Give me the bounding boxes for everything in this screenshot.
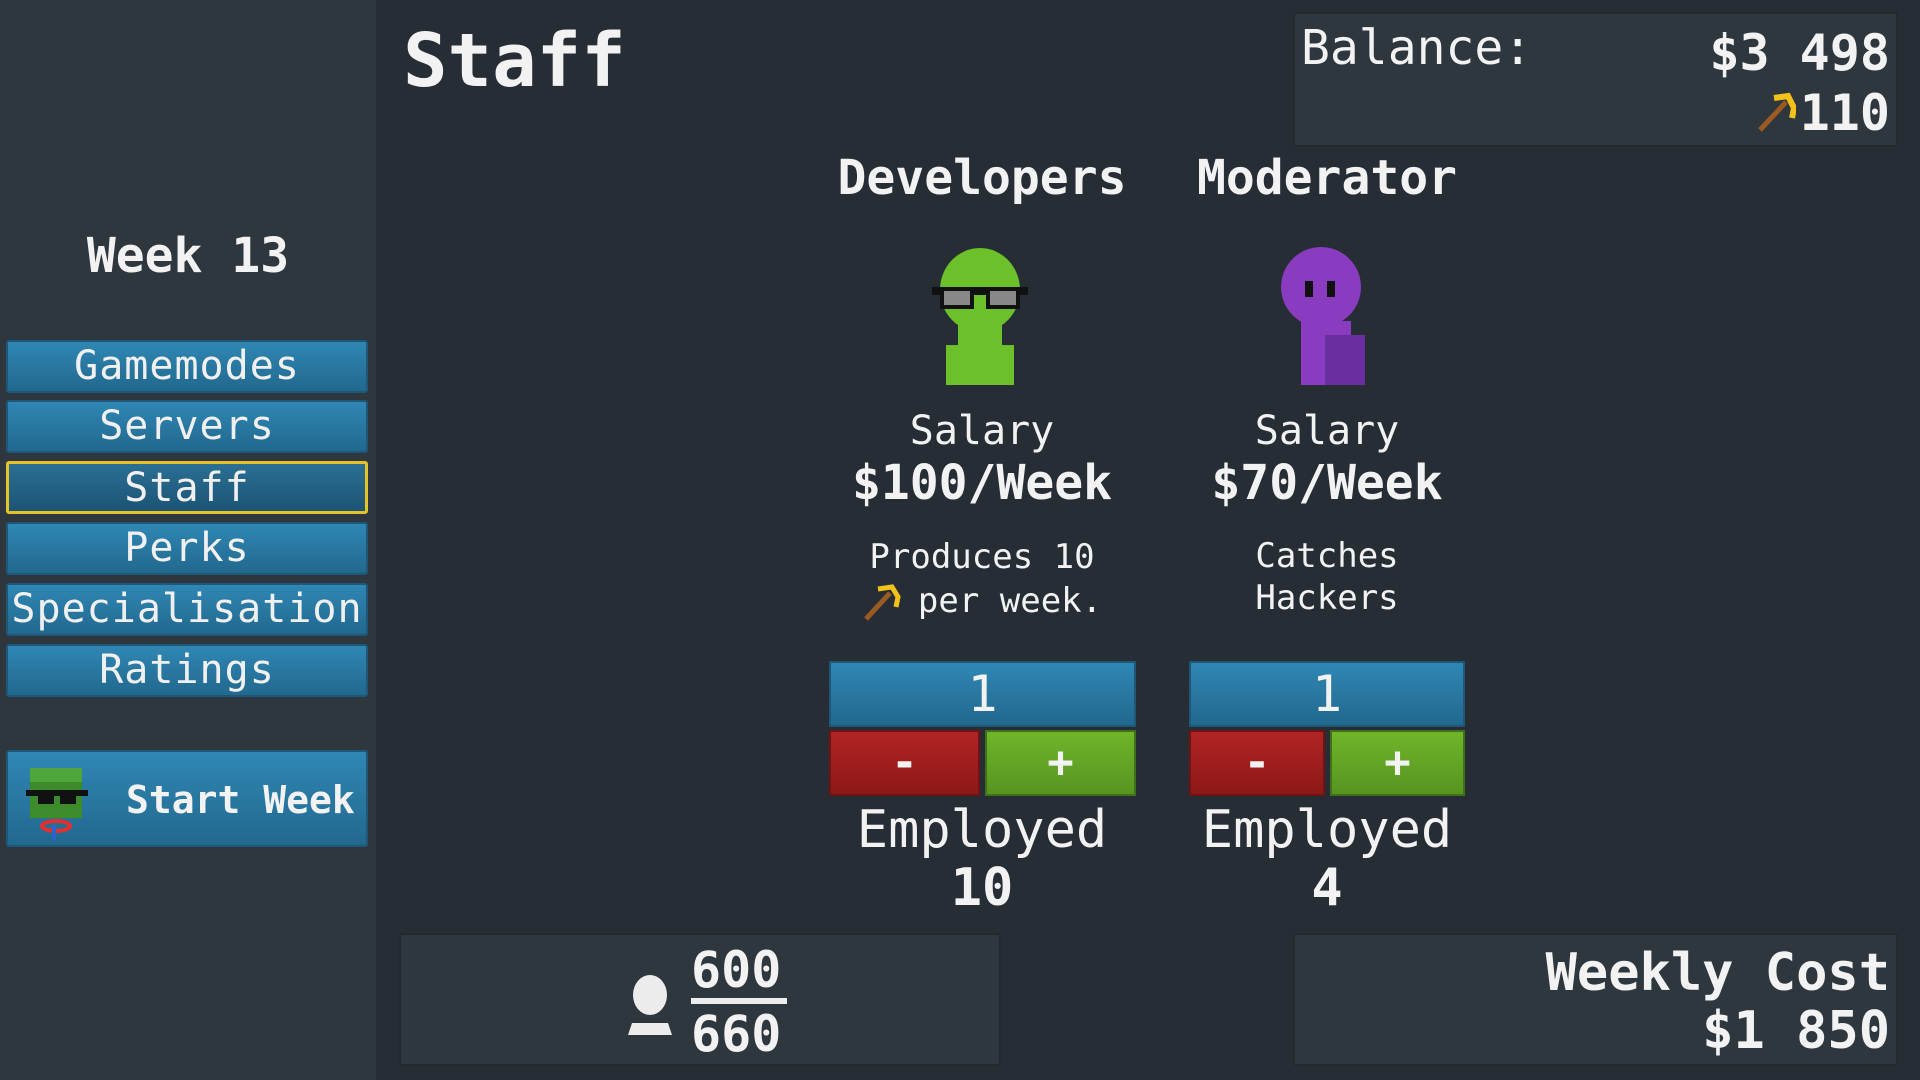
moderator-salary-label: Salary bbox=[1254, 408, 1400, 454]
moderator-employed-label: Employed bbox=[1201, 800, 1453, 860]
nav-ratings[interactable]: Ratings bbox=[6, 644, 368, 697]
moderator-hire-count[interactable]: 1 bbox=[1189, 661, 1465, 727]
weekly-cost-panel: Weekly Cost $1 850 bbox=[1293, 933, 1898, 1066]
moderator-desc-line1: Catches bbox=[1255, 536, 1399, 576]
developers-employed-label: Employed bbox=[856, 800, 1108, 860]
developers-hire-count[interactable]: 1 bbox=[829, 661, 1136, 727]
balance-value: $3 498 bbox=[1709, 24, 1890, 82]
balance-panel: Balance: $3 498 110 bbox=[1293, 12, 1898, 147]
resource-count: 110 bbox=[1756, 84, 1890, 142]
moderator-heading: Moderator bbox=[1196, 150, 1458, 206]
start-week-label: Start Week bbox=[126, 778, 355, 822]
nav-gamemodes[interactable]: Gamemodes bbox=[6, 340, 368, 393]
developers-description: Produces 10 per week. bbox=[812, 535, 1152, 623]
player-icon bbox=[628, 975, 672, 1035]
moderator-minus-button[interactable]: - bbox=[1189, 730, 1325, 796]
moderator-salary: $70/Week bbox=[1211, 455, 1443, 511]
moderator-description: Catches Hackers bbox=[1157, 535, 1497, 619]
developers-minus-button[interactable]: - bbox=[829, 730, 980, 796]
cube-mascot-icon bbox=[26, 768, 88, 840]
nav-servers[interactable]: Servers bbox=[6, 400, 368, 453]
page-title: Staff bbox=[403, 18, 626, 104]
fraction-bar bbox=[691, 998, 787, 1004]
week-label: Week 13 bbox=[86, 228, 290, 284]
player-capacity-panel: 600 660 bbox=[399, 933, 1001, 1066]
developers-salary: $100/Week bbox=[851, 455, 1113, 511]
pickaxe-icon bbox=[1757, 92, 1796, 132]
developers-employed-count: 10 bbox=[950, 858, 1014, 918]
resource-value: 110 bbox=[1799, 84, 1890, 142]
nav-staff[interactable]: Staff bbox=[6, 461, 368, 514]
players-current: 600 bbox=[691, 941, 782, 999]
developer-sprite-icon bbox=[932, 248, 1028, 385]
developers-plus-button[interactable]: + bbox=[985, 730, 1136, 796]
developers-desc-line2: per week. bbox=[812, 579, 1152, 623]
players-max: 660 bbox=[691, 1005, 782, 1063]
nav-perks[interactable]: Perks bbox=[6, 522, 368, 575]
developers-salary-label: Salary bbox=[909, 408, 1055, 454]
developers-desc-line1: Produces 10 bbox=[869, 537, 1095, 577]
moderator-desc-line2: Hackers bbox=[1255, 578, 1399, 618]
weekly-cost-value: $1 850 bbox=[1702, 1001, 1890, 1061]
balance-label: Balance: bbox=[1301, 20, 1533, 76]
moderator-plus-button[interactable]: + bbox=[1330, 730, 1465, 796]
moderator-employed-count: 4 bbox=[1311, 858, 1343, 918]
pickaxe-icon bbox=[864, 583, 901, 621]
moderator-sprite-icon bbox=[1281, 247, 1365, 385]
developers-heading: Developers bbox=[837, 150, 1127, 206]
nav-specialisation[interactable]: Specialisation bbox=[6, 583, 368, 636]
weekly-cost-label: Weekly Cost bbox=[1545, 943, 1890, 1003]
start-week-button[interactable]: Start Week bbox=[6, 750, 368, 847]
